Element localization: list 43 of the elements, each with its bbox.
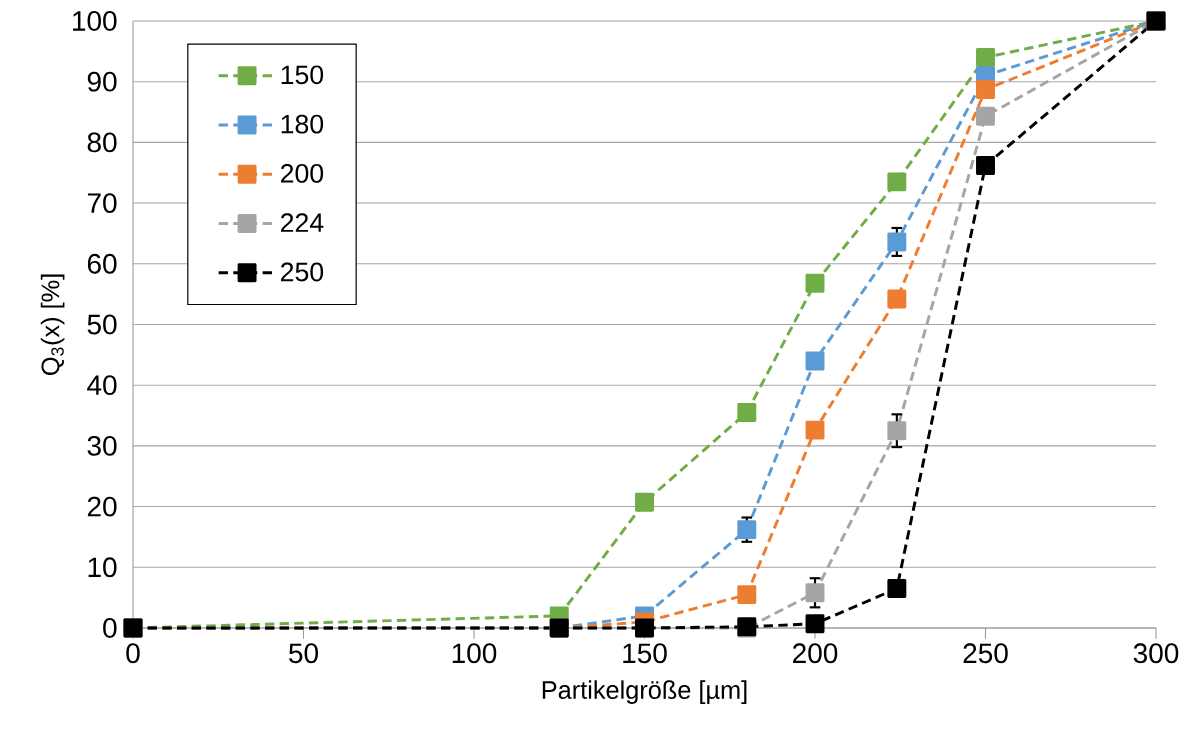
x-tick-label: 50 bbox=[289, 643, 318, 664]
y-tick-label: 90 bbox=[87, 71, 117, 92]
point bbox=[887, 289, 907, 309]
legend-label: 200 bbox=[281, 163, 324, 183]
point bbox=[887, 232, 907, 252]
x-tick-label: 150 bbox=[623, 643, 667, 664]
point bbox=[805, 614, 825, 634]
y-tick-label: 100 bbox=[73, 11, 117, 31]
y-tick-label: 40 bbox=[87, 375, 117, 396]
point bbox=[805, 351, 825, 371]
point bbox=[976, 106, 995, 126]
legend-label: 150 bbox=[281, 65, 324, 85]
legend-label: 250 bbox=[281, 262, 324, 282]
point bbox=[887, 421, 907, 441]
point bbox=[805, 273, 825, 293]
y-tick-label: 50 bbox=[87, 314, 117, 335]
point bbox=[737, 585, 757, 605]
y-tick-label: 70 bbox=[87, 193, 117, 213]
point bbox=[737, 403, 757, 422]
y-tick-label: 60 bbox=[87, 253, 117, 274]
x-tick-label: 300 bbox=[1133, 643, 1179, 664]
point bbox=[887, 579, 907, 598]
y-axis-title: Q$_{3}$(x) [%] bbox=[40, 274, 65, 375]
legend-label: 224 bbox=[281, 213, 324, 232]
y-tick-label: 30 bbox=[87, 435, 117, 456]
point bbox=[976, 155, 995, 175]
point bbox=[635, 492, 654, 512]
x-axis-title: Partikelgröße [µm] bbox=[542, 680, 747, 704]
y-tick-label: 80 bbox=[87, 132, 117, 153]
x-tick-label: 100 bbox=[452, 643, 497, 664]
y-tick-label: 10 bbox=[88, 557, 117, 578]
y-tick-label: 20 bbox=[87, 496, 117, 517]
x-tick-label: 0 bbox=[126, 643, 140, 664]
x-tick-label: 250 bbox=[963, 643, 1008, 664]
legend-label: 180 bbox=[281, 114, 324, 134]
y-tick-label: 0 bbox=[103, 618, 117, 638]
point bbox=[805, 420, 825, 440]
point bbox=[805, 583, 825, 603]
point bbox=[976, 80, 995, 100]
point bbox=[976, 47, 995, 67]
point bbox=[887, 172, 907, 192]
point bbox=[737, 520, 757, 540]
x-tick-label: 200 bbox=[793, 643, 838, 664]
